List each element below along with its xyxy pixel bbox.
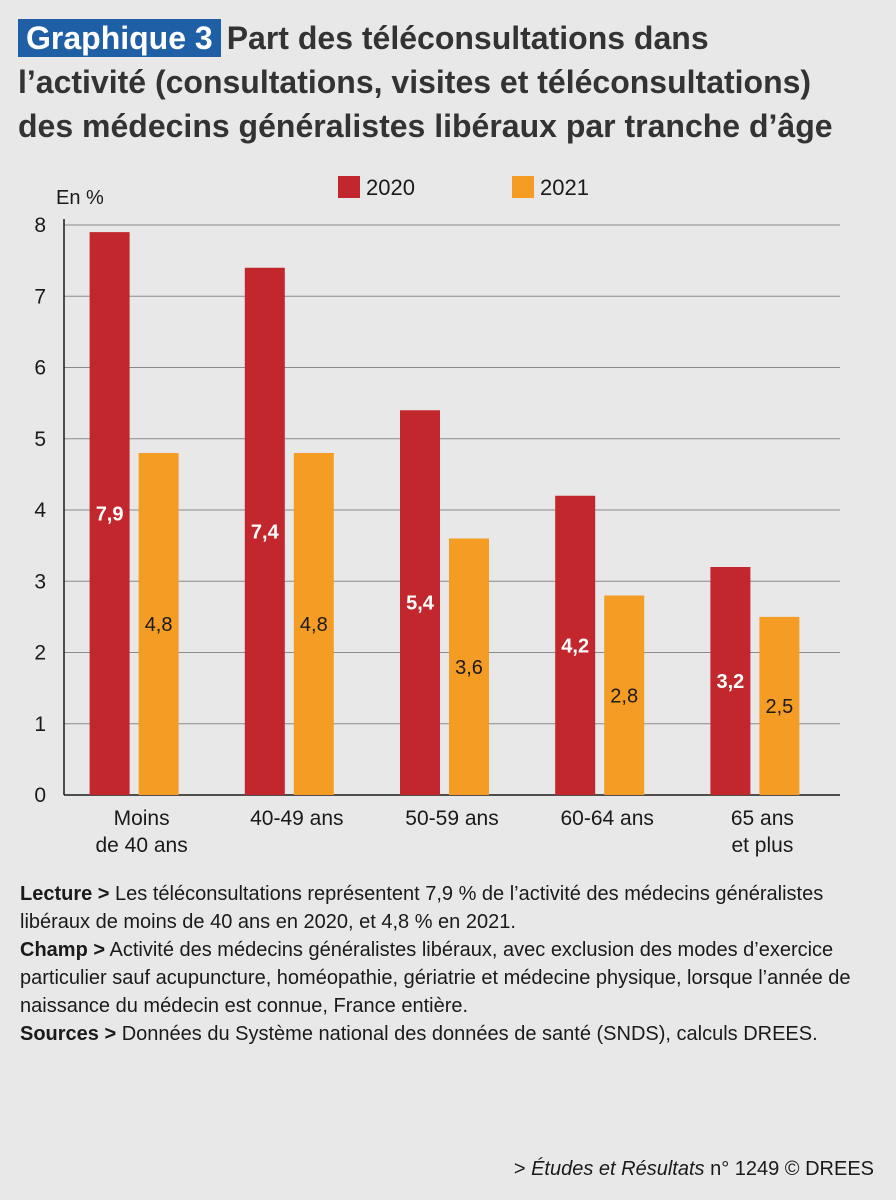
note-sources-text: Données du Système national des données … [116,1023,818,1045]
legend-swatch-2021 [512,176,534,198]
figure-badge: Graphique 3 [18,19,221,57]
y-tick-label: 4 [34,499,46,522]
legend-label-2021: 2021 [540,175,589,200]
y-tick-label: 6 [34,357,46,380]
y-tick-label: 3 [34,570,46,593]
title-line-2: l’activité (consultations, visites et té… [18,64,812,100]
chart-notes: Lecture > Les téléconsultations représen… [20,880,880,1048]
credit-publication: Études et Résultats [531,1158,705,1180]
bar-2020 [710,567,751,795]
bar-2020 [400,410,440,795]
bar-value-label: 2,8 [610,685,638,707]
note-lecture-label: Lecture > [20,883,110,905]
bar-value-label: 2,5 [765,696,793,718]
publication-credit: > Études et Résultats n° 1249 © DREES [514,1158,874,1181]
bar-value-label: 3,2 [716,671,744,693]
y-tick-label: 5 [34,428,46,451]
bar-2020 [89,232,130,795]
x-tick-label: 65 ans [731,807,794,830]
bar-value-label: 7,4 [251,521,280,543]
note-champ-label: Champ > [20,939,106,961]
y-tick-label: 0 [34,784,46,807]
bar-value-label: 4,8 [145,614,173,636]
title-line-3: des médecins généralistes libéraux par t… [18,108,833,144]
y-tick-label: 2 [34,642,46,665]
legend-label-2020: 2020 [366,175,415,200]
bar-2021 [449,538,489,795]
credit-prefix: > [513,1158,532,1180]
bar-2021 [759,616,800,795]
x-tick-label: 40-49 ans [250,807,343,830]
bar-chart: 0 1 2 3 4 5 6 7 8 En % 2020 2021 7,9 4,8 Moins de 40 an… [34,175,840,857]
x-tick-label: 50-59 ans [405,807,498,830]
x-tick-label: Moins [114,807,170,830]
note-champ: Champ > Activité des médecins généralist… [20,936,880,1020]
chart-header: Graphique 3 Part des téléconsultations da… [18,16,878,148]
bar-2020 [555,495,596,795]
bar-2020 [244,267,285,795]
y-tick-label: 8 [34,214,46,237]
title-text-1: Part des téléconsultations dans [226,20,709,56]
y-tick-label: 1 [34,713,46,736]
bar-value-label: 7,9 [96,504,124,526]
title-line-1: Graphique 3 Part des téléconsultations da… [18,16,878,60]
bar-2021 [604,595,645,795]
bar-value-label: 4,2 [561,635,589,657]
note-sources-label: Sources > [20,1023,117,1045]
x-tick-label: 60-64 ans [560,807,653,830]
note-champ-text: Activité des médecins généralistes libér… [20,939,851,1017]
x-tick-label: de 40 ans [95,834,187,857]
y-tick-label: 7 [34,285,46,308]
note-sources: Sources > Données du Système national de… [20,1020,880,1048]
y-axis-label: En % [56,187,104,209]
bar-value-label: 5,4 [406,593,435,615]
bar-2021 [293,453,334,795]
note-lecture-text: Les téléconsultations représentent 7,9 %… [20,883,824,933]
note-lecture: Lecture > Les téléconsultations représen… [20,880,880,936]
bar-value-label: 4,8 [300,614,328,636]
credit-suffix: n° 1249 © DREES [704,1158,874,1180]
bar-value-label: 3,6 [455,657,483,679]
x-tick-label: et plus [731,834,793,857]
legend-swatch-2020 [338,176,360,198]
bar-2021 [138,453,179,795]
